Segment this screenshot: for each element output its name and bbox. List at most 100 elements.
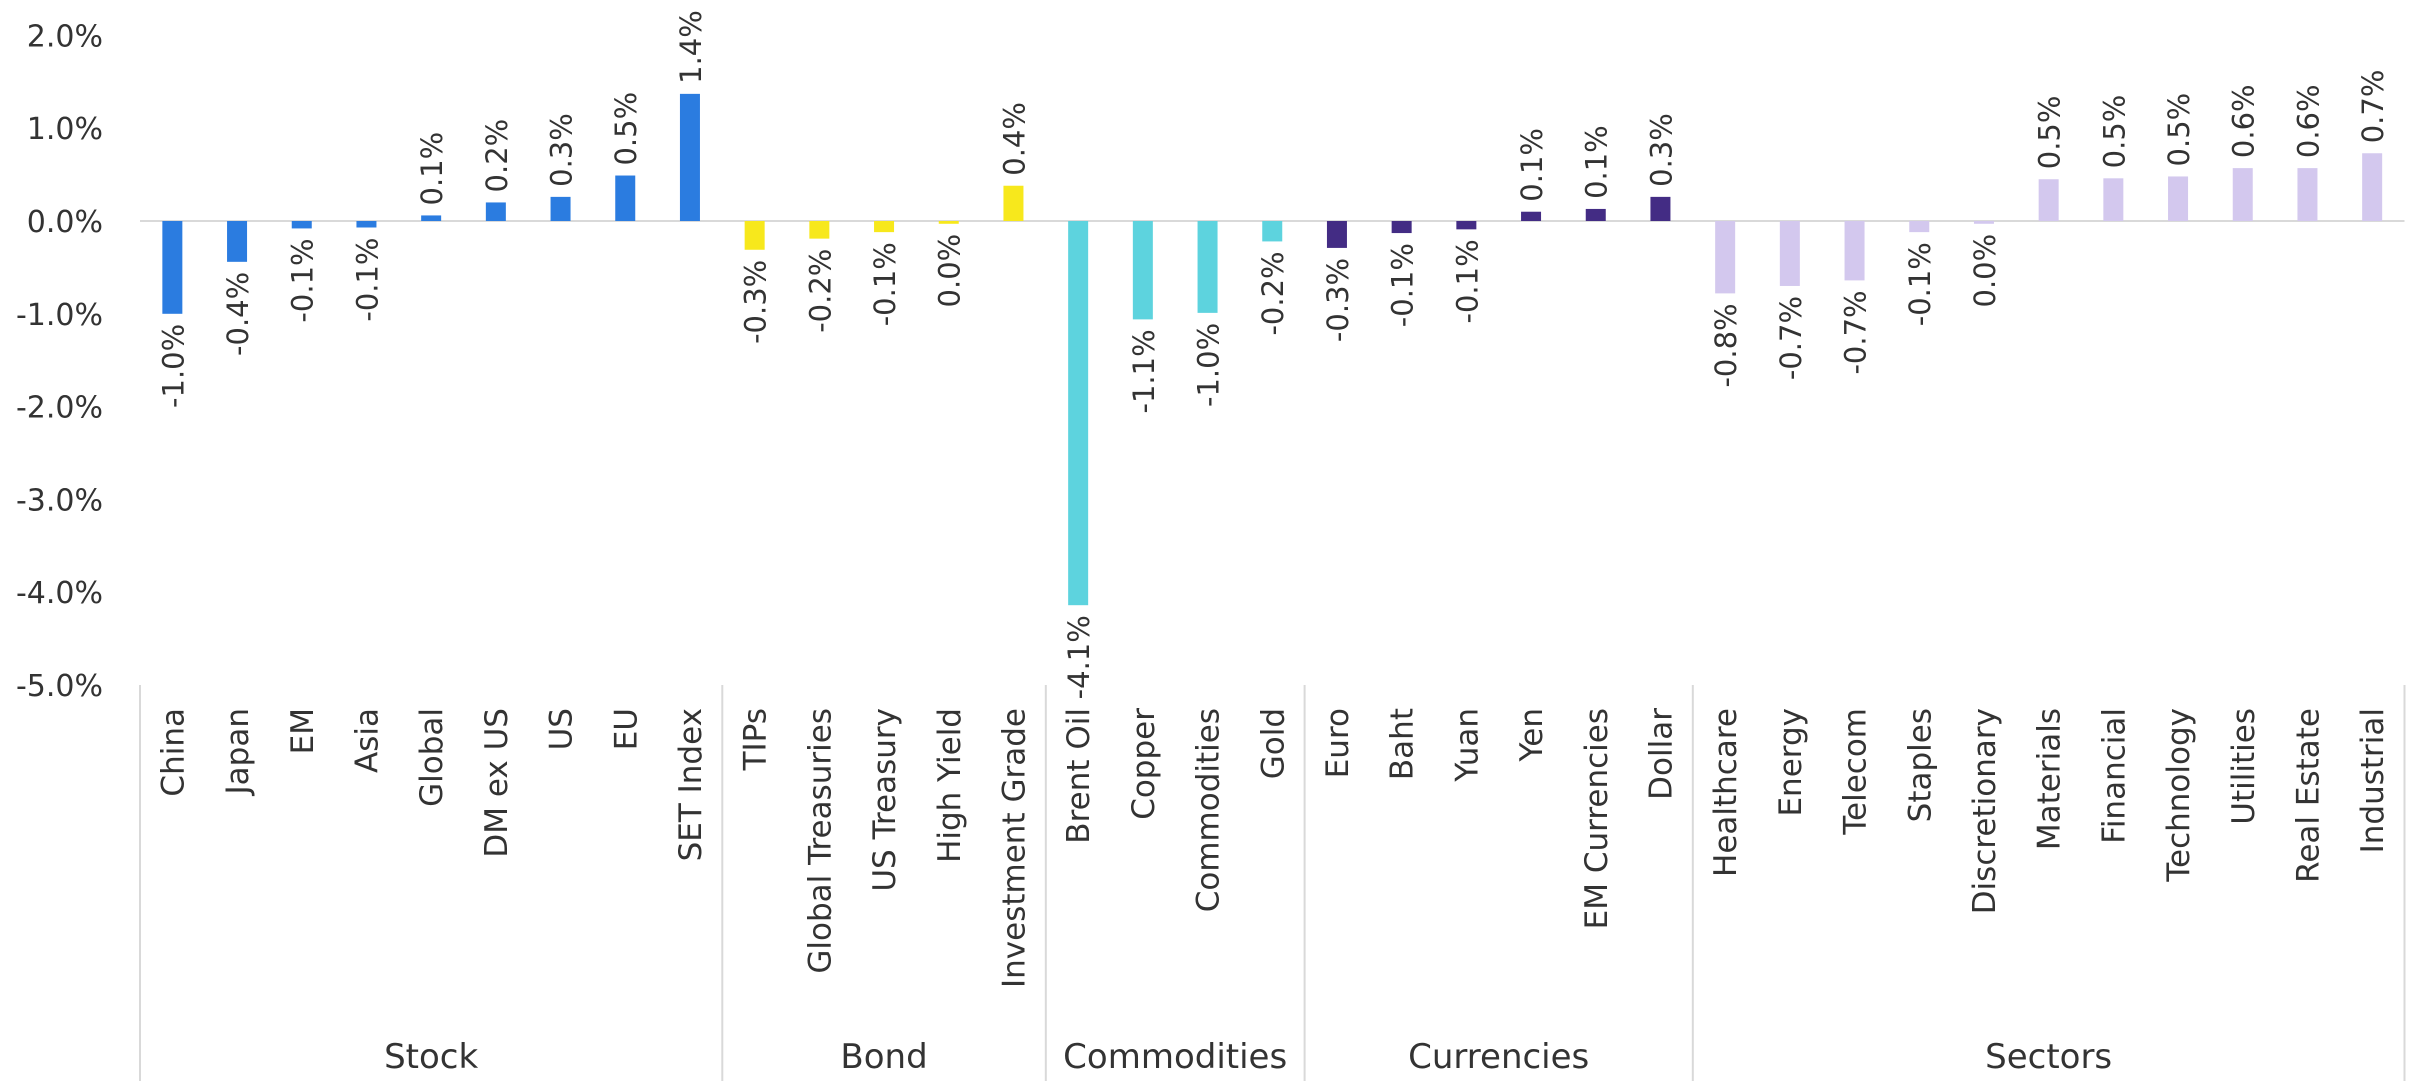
group-label: Commodities	[1063, 1037, 1287, 1077]
category-label: Global	[414, 708, 450, 807]
data-label: -0.1%	[350, 237, 384, 321]
bar-tips	[744, 221, 765, 250]
y-tick-label: -5.0%	[16, 669, 103, 704]
category-label: Technology	[2161, 708, 2197, 883]
category-label: Real Estate	[2290, 708, 2326, 883]
data-label: -0.7%	[1774, 296, 1808, 380]
group-label: Bond	[840, 1037, 927, 1077]
category-label: Euro	[1320, 708, 1356, 778]
category-label: US	[544, 708, 580, 750]
bar-energy	[1779, 221, 1800, 286]
data-label: 0.4%	[997, 102, 1031, 176]
category-label: EM	[285, 708, 321, 754]
group-label: Stock	[384, 1037, 478, 1077]
bar-financial	[2103, 178, 2124, 221]
bar-high-yield	[938, 221, 959, 224]
data-label: 0.2%	[480, 119, 514, 193]
bar-industrial	[2362, 153, 2383, 221]
category-label: EM Currencies	[1579, 708, 1615, 929]
category-label: China	[155, 708, 191, 797]
bar-real-estate	[2297, 168, 2318, 221]
category-label: Utilities	[2226, 708, 2262, 825]
y-tick-label: -2.0%	[16, 391, 103, 426]
category-label: Financial	[2096, 708, 2132, 844]
category-label: Telecom	[1838, 708, 1874, 836]
data-label: -0.3%	[739, 260, 773, 344]
bar-eu	[615, 175, 636, 221]
bar-asia	[356, 221, 377, 228]
category-label: Industrial	[2355, 708, 2391, 853]
y-tick-label: 2.0%	[27, 19, 103, 54]
y-tick-label: -3.0%	[16, 483, 103, 518]
category-label: Copper	[1126, 708, 1162, 820]
data-label: -0.2%	[803, 249, 837, 333]
category-label: Asia	[349, 708, 385, 773]
category-label: Gold	[1255, 708, 1291, 779]
y-axis: 2.0% 1.0% 0.0% -1.0% -2.0% -3.0% -4.0% -5.0%	[16, 19, 103, 704]
data-label: -0.4%	[221, 272, 255, 356]
data-label: -0.1%	[286, 238, 320, 322]
x-axis: China Japan EM Asia Global DM ex US US EU SET In…	[139, 685, 2406, 1081]
category-label: Japan	[220, 708, 256, 796]
data-label: 0.3%	[1644, 113, 1678, 187]
bar-healthcare	[1715, 221, 1736, 294]
data-label: 1.4%	[674, 10, 708, 84]
category-label: Investment Grade	[996, 708, 1032, 988]
category-label: EU	[608, 708, 644, 750]
data-label: -0.3%	[1321, 258, 1355, 342]
bar-dm-ex-us	[485, 202, 506, 221]
plot-area: -1.0% -0.4% -0.1% -0.1% 0.1% 0.2% 0.3% 0.5% 1.4%…	[140, 10, 2405, 699]
category-label: TIPs	[738, 708, 774, 771]
bar-dollar	[1650, 196, 1671, 221]
bar-telecom	[1844, 221, 1865, 281]
data-label: 0.6%	[2227, 84, 2261, 158]
data-label: 0.1%	[415, 132, 449, 206]
category-label: Yuan	[1449, 708, 1485, 783]
data-label: 0.1%	[1515, 128, 1549, 202]
data-label: -1.0%	[156, 324, 190, 408]
category-label: High Yield	[932, 708, 968, 863]
category-label: US Treasury	[867, 708, 903, 892]
bar-japan	[227, 221, 248, 262]
data-label: 0.5%	[2097, 95, 2131, 169]
data-label: 0.5%	[2033, 96, 2067, 170]
data-label: 0.1%	[1580, 125, 1614, 199]
data-label: 0.7%	[2356, 70, 2390, 144]
data-label: -0.7%	[1839, 290, 1873, 374]
bar-china	[162, 221, 183, 314]
category-label: Energy	[1773, 708, 1809, 817]
data-label: 0.0%	[933, 234, 967, 308]
bar-yuan	[1456, 221, 1477, 230]
bar-global	[421, 215, 442, 221]
bar-baht	[1391, 221, 1412, 234]
bar-copper	[1132, 221, 1153, 320]
data-label: -1.0%	[1192, 323, 1226, 407]
category-label: Commodities	[1191, 708, 1227, 912]
category-label: Staples	[1902, 708, 1938, 822]
group-label: Sectors	[1985, 1037, 2112, 1077]
data-label: -4.1%	[1062, 615, 1096, 699]
bar-materials	[2038, 179, 2059, 221]
data-label: 0.0%	[1968, 234, 2002, 308]
data-label: -0.1%	[1903, 242, 1937, 326]
bar-us-treasury	[874, 221, 895, 233]
category-label: SET Index	[673, 708, 709, 861]
bar-commodities	[1197, 221, 1218, 313]
data-label: -0.8%	[1709, 303, 1743, 387]
y-tick-label: -1.0%	[16, 298, 103, 333]
bar-euro	[1326, 221, 1347, 248]
bar-staples	[1909, 221, 1930, 233]
data-label: -0.1%	[1450, 239, 1484, 323]
data-label: -0.1%	[868, 242, 902, 326]
y-tick-label: -4.0%	[16, 576, 103, 611]
data-label: 0.5%	[609, 92, 643, 166]
bar-investment-grade	[1003, 185, 1024, 221]
data-label: 0.5%	[2162, 93, 2196, 167]
data-label: -0.1%	[1386, 243, 1420, 327]
data-label: -1.1%	[1127, 329, 1161, 413]
y-tick-label: 0.0%	[27, 205, 103, 240]
bar-yen	[1521, 211, 1542, 221]
y-tick-label: 1.0%	[27, 112, 103, 147]
bar-us	[550, 196, 571, 221]
